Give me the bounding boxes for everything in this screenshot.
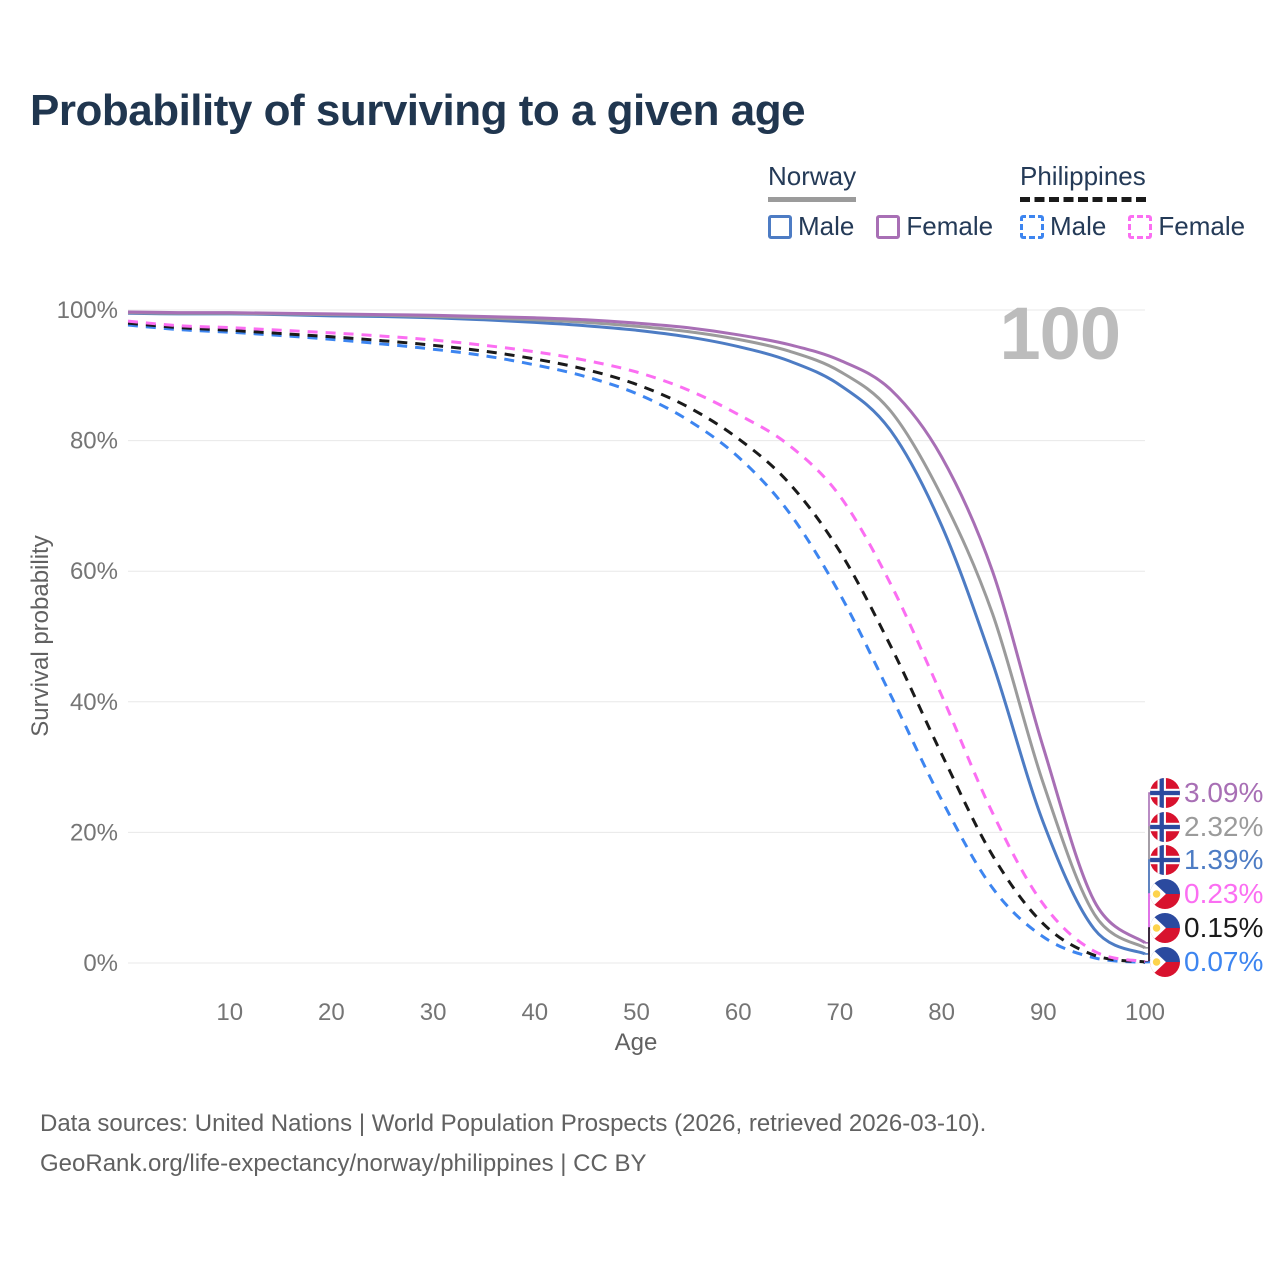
x-tick-80: 80	[928, 999, 955, 1026]
y-tick-0: 0%	[83, 950, 118, 977]
legend-item-label: Female	[1158, 211, 1246, 241]
norway-flag-icon	[1150, 845, 1180, 875]
legend-item-label: Female	[906, 211, 994, 241]
survival-curves	[127, 310, 1146, 964]
legend-items-philippines: Male Female	[1020, 211, 1245, 242]
end-label-value: 2.32%	[1184, 811, 1264, 842]
philippines-flag-icon	[1150, 913, 1180, 943]
norway-flag-icon	[1150, 812, 1180, 842]
y-tick-40: 40%	[70, 689, 118, 716]
x-tick-30: 30	[420, 999, 447, 1026]
legend-item-philippines-female[interactable]: Female	[1128, 211, 1245, 242]
axis-tick-labels: 0% 20% 40% 60% 80% 100% 10 20 30 40 50 60 70 80 90 100	[57, 297, 1165, 1026]
curve-philippines-both-sexes	[127, 321, 1146, 964]
legend-group-title-philippines[interactable]: Philippines	[1020, 161, 1146, 202]
x-tick-100: 100	[1125, 999, 1165, 1026]
page-title: Probability of surviving to a given age	[30, 86, 806, 135]
y-tick-60: 60%	[70, 558, 118, 585]
end-label-value: 1.39%	[1184, 844, 1264, 875]
end-label-value: 0.23%	[1184, 878, 1264, 909]
gridlines	[128, 309, 1145, 964]
footer-data-sources: Data sources: United Nations | World Pop…	[40, 1110, 987, 1137]
end-label-value: 3.09%	[1184, 777, 1264, 808]
x-tick-20: 20	[318, 999, 345, 1026]
age-watermark: 100	[999, 292, 1121, 375]
end-label-norway-female: 3.09%	[1150, 777, 1263, 809]
philippines-flag-icon	[1150, 879, 1180, 909]
legend-group-norway: Norway Male Female	[768, 161, 993, 242]
y-tick-80: 80%	[70, 428, 118, 455]
curve-philippines-female	[127, 319, 1146, 963]
end-label-philippines-female: 0.23%	[1150, 878, 1263, 910]
footer-attribution: GeoRank.org/life-expectancy/norway/phili…	[40, 1150, 647, 1177]
legend-swatch	[768, 214, 792, 239]
y-tick-100: 100%	[57, 297, 118, 324]
x-tick-10: 10	[216, 999, 243, 1026]
curve-philippines-male	[127, 323, 1146, 964]
end-label-philippines-male: 0.07%	[1150, 946, 1263, 978]
y-axis-title: Survival probability	[27, 535, 54, 736]
legend-group-title-norway[interactable]: Norway	[768, 161, 857, 202]
end-label-norway-both-sexes: 2.32%	[1150, 811, 1263, 843]
legend-item-philippines-male[interactable]: Male	[1020, 211, 1106, 242]
legend-item-label: Male	[798, 211, 855, 241]
end-label-norway-male: 1.39%	[1150, 844, 1263, 876]
x-tick-90: 90	[1030, 999, 1057, 1026]
end-label-philippines-both-sexes: 0.15%	[1150, 912, 1263, 944]
norway-flag-icon	[1150, 778, 1180, 808]
curve-norway-female	[127, 310, 1146, 945]
legend-swatch	[876, 214, 901, 239]
legend-swatch	[1128, 214, 1153, 239]
legend-item-norway-male[interactable]: Male	[768, 211, 854, 242]
x-tick-70: 70	[827, 999, 854, 1026]
legend-group-philippines: Philippines Male Female	[1020, 161, 1245, 242]
x-tick-50: 50	[623, 999, 650, 1026]
x-tick-40: 40	[521, 999, 548, 1026]
legend-items-norway: Male Female	[768, 211, 993, 242]
footer: Data sources: United Nations | World Pop…	[40, 1104, 986, 1184]
legend-swatch	[1020, 214, 1044, 239]
end-label-value: 0.07%	[1184, 946, 1264, 977]
legend-item-label: Male	[1050, 211, 1107, 241]
x-tick-60: 60	[725, 999, 752, 1026]
legend-item-norway-female[interactable]: Female	[876, 211, 993, 242]
x-axis-title: Age	[615, 1029, 658, 1056]
y-tick-20: 20%	[70, 819, 118, 846]
philippines-flag-icon	[1150, 947, 1180, 977]
end-label-value: 0.15%	[1184, 912, 1264, 943]
